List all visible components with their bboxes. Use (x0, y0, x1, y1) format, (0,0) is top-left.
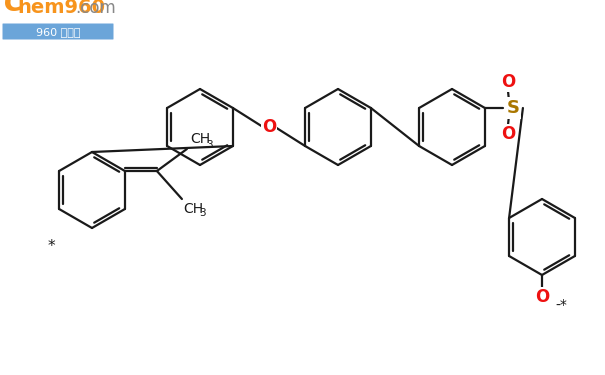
Text: 3: 3 (206, 140, 212, 150)
FancyBboxPatch shape (2, 24, 114, 39)
Text: O: O (501, 125, 515, 143)
Text: 3: 3 (199, 208, 206, 218)
Text: C: C (4, 0, 24, 17)
Text: 960 化工网: 960 化工网 (36, 27, 80, 37)
Text: *: * (47, 238, 55, 254)
Text: -*: -* (555, 298, 567, 312)
Text: O: O (535, 288, 549, 306)
Text: O: O (501, 73, 515, 91)
Text: .com: .com (75, 0, 116, 17)
Text: hem960: hem960 (17, 0, 105, 17)
Text: O: O (262, 118, 276, 136)
Text: S: S (506, 99, 520, 117)
Text: CH: CH (183, 202, 203, 216)
Text: CH: CH (190, 132, 210, 146)
